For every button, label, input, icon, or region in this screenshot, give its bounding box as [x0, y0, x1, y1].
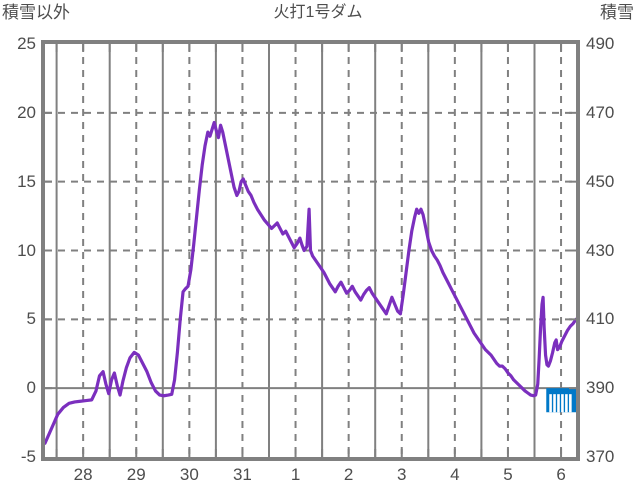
- page-title: 火打1号ダム: [273, 4, 363, 21]
- left-tick-0: 0: [26, 378, 36, 398]
- x-tick-31: 31: [232, 465, 252, 484]
- x-tick-5: 5: [503, 465, 513, 484]
- right-axis-title: 積雪: [600, 3, 634, 22]
- right-tick-470: 470: [586, 102, 615, 122]
- x-tick-28: 28: [73, 465, 93, 484]
- right-tick-370: 370: [586, 447, 615, 466]
- x-tick-6: 6: [556, 465, 566, 484]
- right-tick-450: 450: [586, 171, 615, 191]
- x-tick-2: 2: [343, 465, 354, 484]
- left-tick-5: 5: [26, 309, 36, 329]
- plot-area: [41, 40, 580, 461]
- left-axis-title: 積雪以外: [2, 3, 70, 22]
- right-tick-410: 410: [586, 309, 615, 329]
- x-tick-30: 30: [179, 465, 199, 484]
- chart-svg: [45, 44, 576, 457]
- x-tick-4: 4: [450, 465, 460, 484]
- x-tick-29: 29: [126, 465, 146, 484]
- left-tick-25: 25: [17, 34, 36, 53]
- left-tick--5: -5: [20, 447, 36, 466]
- right-tick-390: 390: [586, 378, 615, 398]
- left-tick-20: 20: [17, 102, 36, 122]
- left-tick-15: 15: [17, 171, 36, 191]
- left-tick-10: 10: [17, 240, 36, 260]
- x-tick-1: 1: [290, 465, 301, 484]
- right-tick-490: 490: [586, 34, 615, 53]
- x-tick-3: 3: [397, 465, 407, 484]
- plot-canvas: [45, 44, 576, 457]
- right-tick-430: 430: [586, 240, 615, 260]
